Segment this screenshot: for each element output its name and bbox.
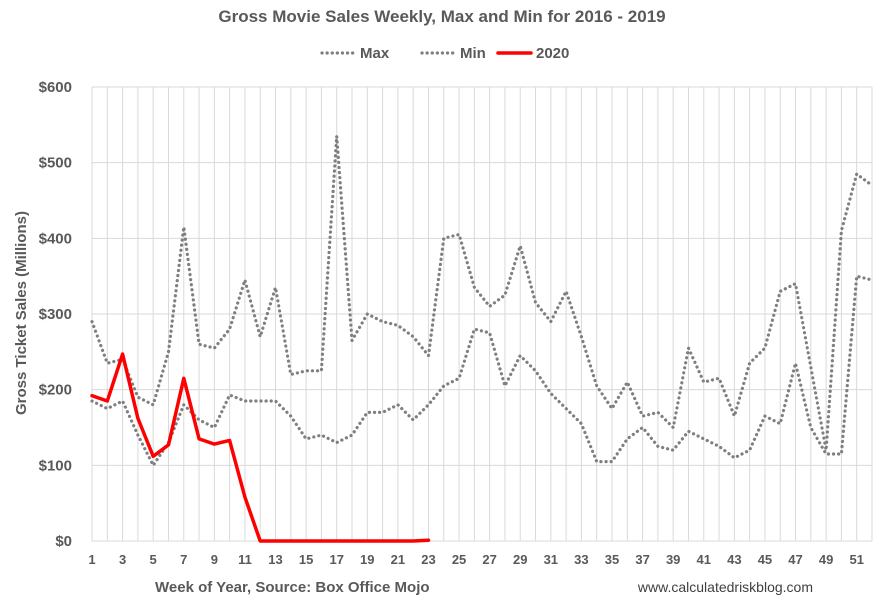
x-tick-label: 15 bbox=[299, 552, 313, 567]
x-tick-label: 49 bbox=[819, 552, 833, 567]
x-tick-label: 39 bbox=[666, 552, 680, 567]
x-tick-label: 17 bbox=[329, 552, 343, 567]
x-tick-label: 1 bbox=[88, 552, 95, 567]
x-tick-label: 35 bbox=[605, 552, 619, 567]
x-tick-label: 47 bbox=[788, 552, 802, 567]
y-axis-label: Gross Ticket Sales (Millions) bbox=[13, 211, 30, 415]
y-tick-label: $100 bbox=[39, 457, 72, 474]
y-axis-ticks: $0 $100 $200 $300 $400 $500 $600 bbox=[39, 79, 72, 550]
x-tick-label: 45 bbox=[758, 552, 772, 567]
x-tick-label: 51 bbox=[849, 552, 863, 567]
y-tick-label: $600 bbox=[39, 79, 72, 96]
x-tick-label: 5 bbox=[150, 552, 157, 567]
x-tick-label: 7 bbox=[180, 552, 187, 567]
gridlines bbox=[91, 86, 873, 542]
y-tick-label: $400 bbox=[39, 230, 72, 247]
x-tick-label: 21 bbox=[391, 552, 405, 567]
legend-label: Max bbox=[360, 45, 390, 62]
x-tick-label: 3 bbox=[119, 552, 126, 567]
x-axis-ticks: 1 3 5 7 9 11 13 15 17 19 21 23 25 27 29 31 33 35 37 39 41 43 4… bbox=[88, 552, 864, 567]
series-line-2020 bbox=[90, 352, 431, 543]
source-note: www.calculatedriskblog.com bbox=[637, 579, 813, 595]
legend-label: Min bbox=[460, 45, 486, 62]
x-tick-label: 27 bbox=[482, 552, 496, 567]
x-tick-label: 33 bbox=[574, 552, 588, 567]
y-tick-label: $500 bbox=[39, 155, 72, 172]
series-line-max bbox=[90, 134, 874, 452]
x-tick-label: 13 bbox=[268, 552, 282, 567]
x-tick-label: 29 bbox=[513, 552, 527, 567]
series-line-min bbox=[90, 274, 874, 467]
legend-label: 2020 bbox=[536, 45, 569, 62]
y-tick-label: $0 bbox=[55, 533, 72, 550]
chart-title: Gross Movie Sales Weekly, Max and Min fo… bbox=[218, 7, 665, 26]
x-tick-label: 23 bbox=[421, 552, 435, 567]
x-tick-label: 11 bbox=[238, 552, 252, 567]
x-tick-label: 43 bbox=[727, 552, 741, 567]
x-tick-label: 9 bbox=[211, 552, 218, 567]
y-tick-label: $300 bbox=[39, 306, 72, 323]
x-axis-label: Week of Year, Source: Box Office Mojo bbox=[155, 579, 430, 596]
x-tick-label: 25 bbox=[452, 552, 466, 567]
series-layer bbox=[90, 134, 874, 543]
y-tick-label: $200 bbox=[39, 382, 72, 399]
x-tick-label: 37 bbox=[635, 552, 649, 567]
x-tick-label: 31 bbox=[544, 552, 558, 567]
x-tick-label: 41 bbox=[697, 552, 711, 567]
x-tick-label: 19 bbox=[360, 552, 374, 567]
legend: Max Min 2020 bbox=[320, 45, 569, 62]
